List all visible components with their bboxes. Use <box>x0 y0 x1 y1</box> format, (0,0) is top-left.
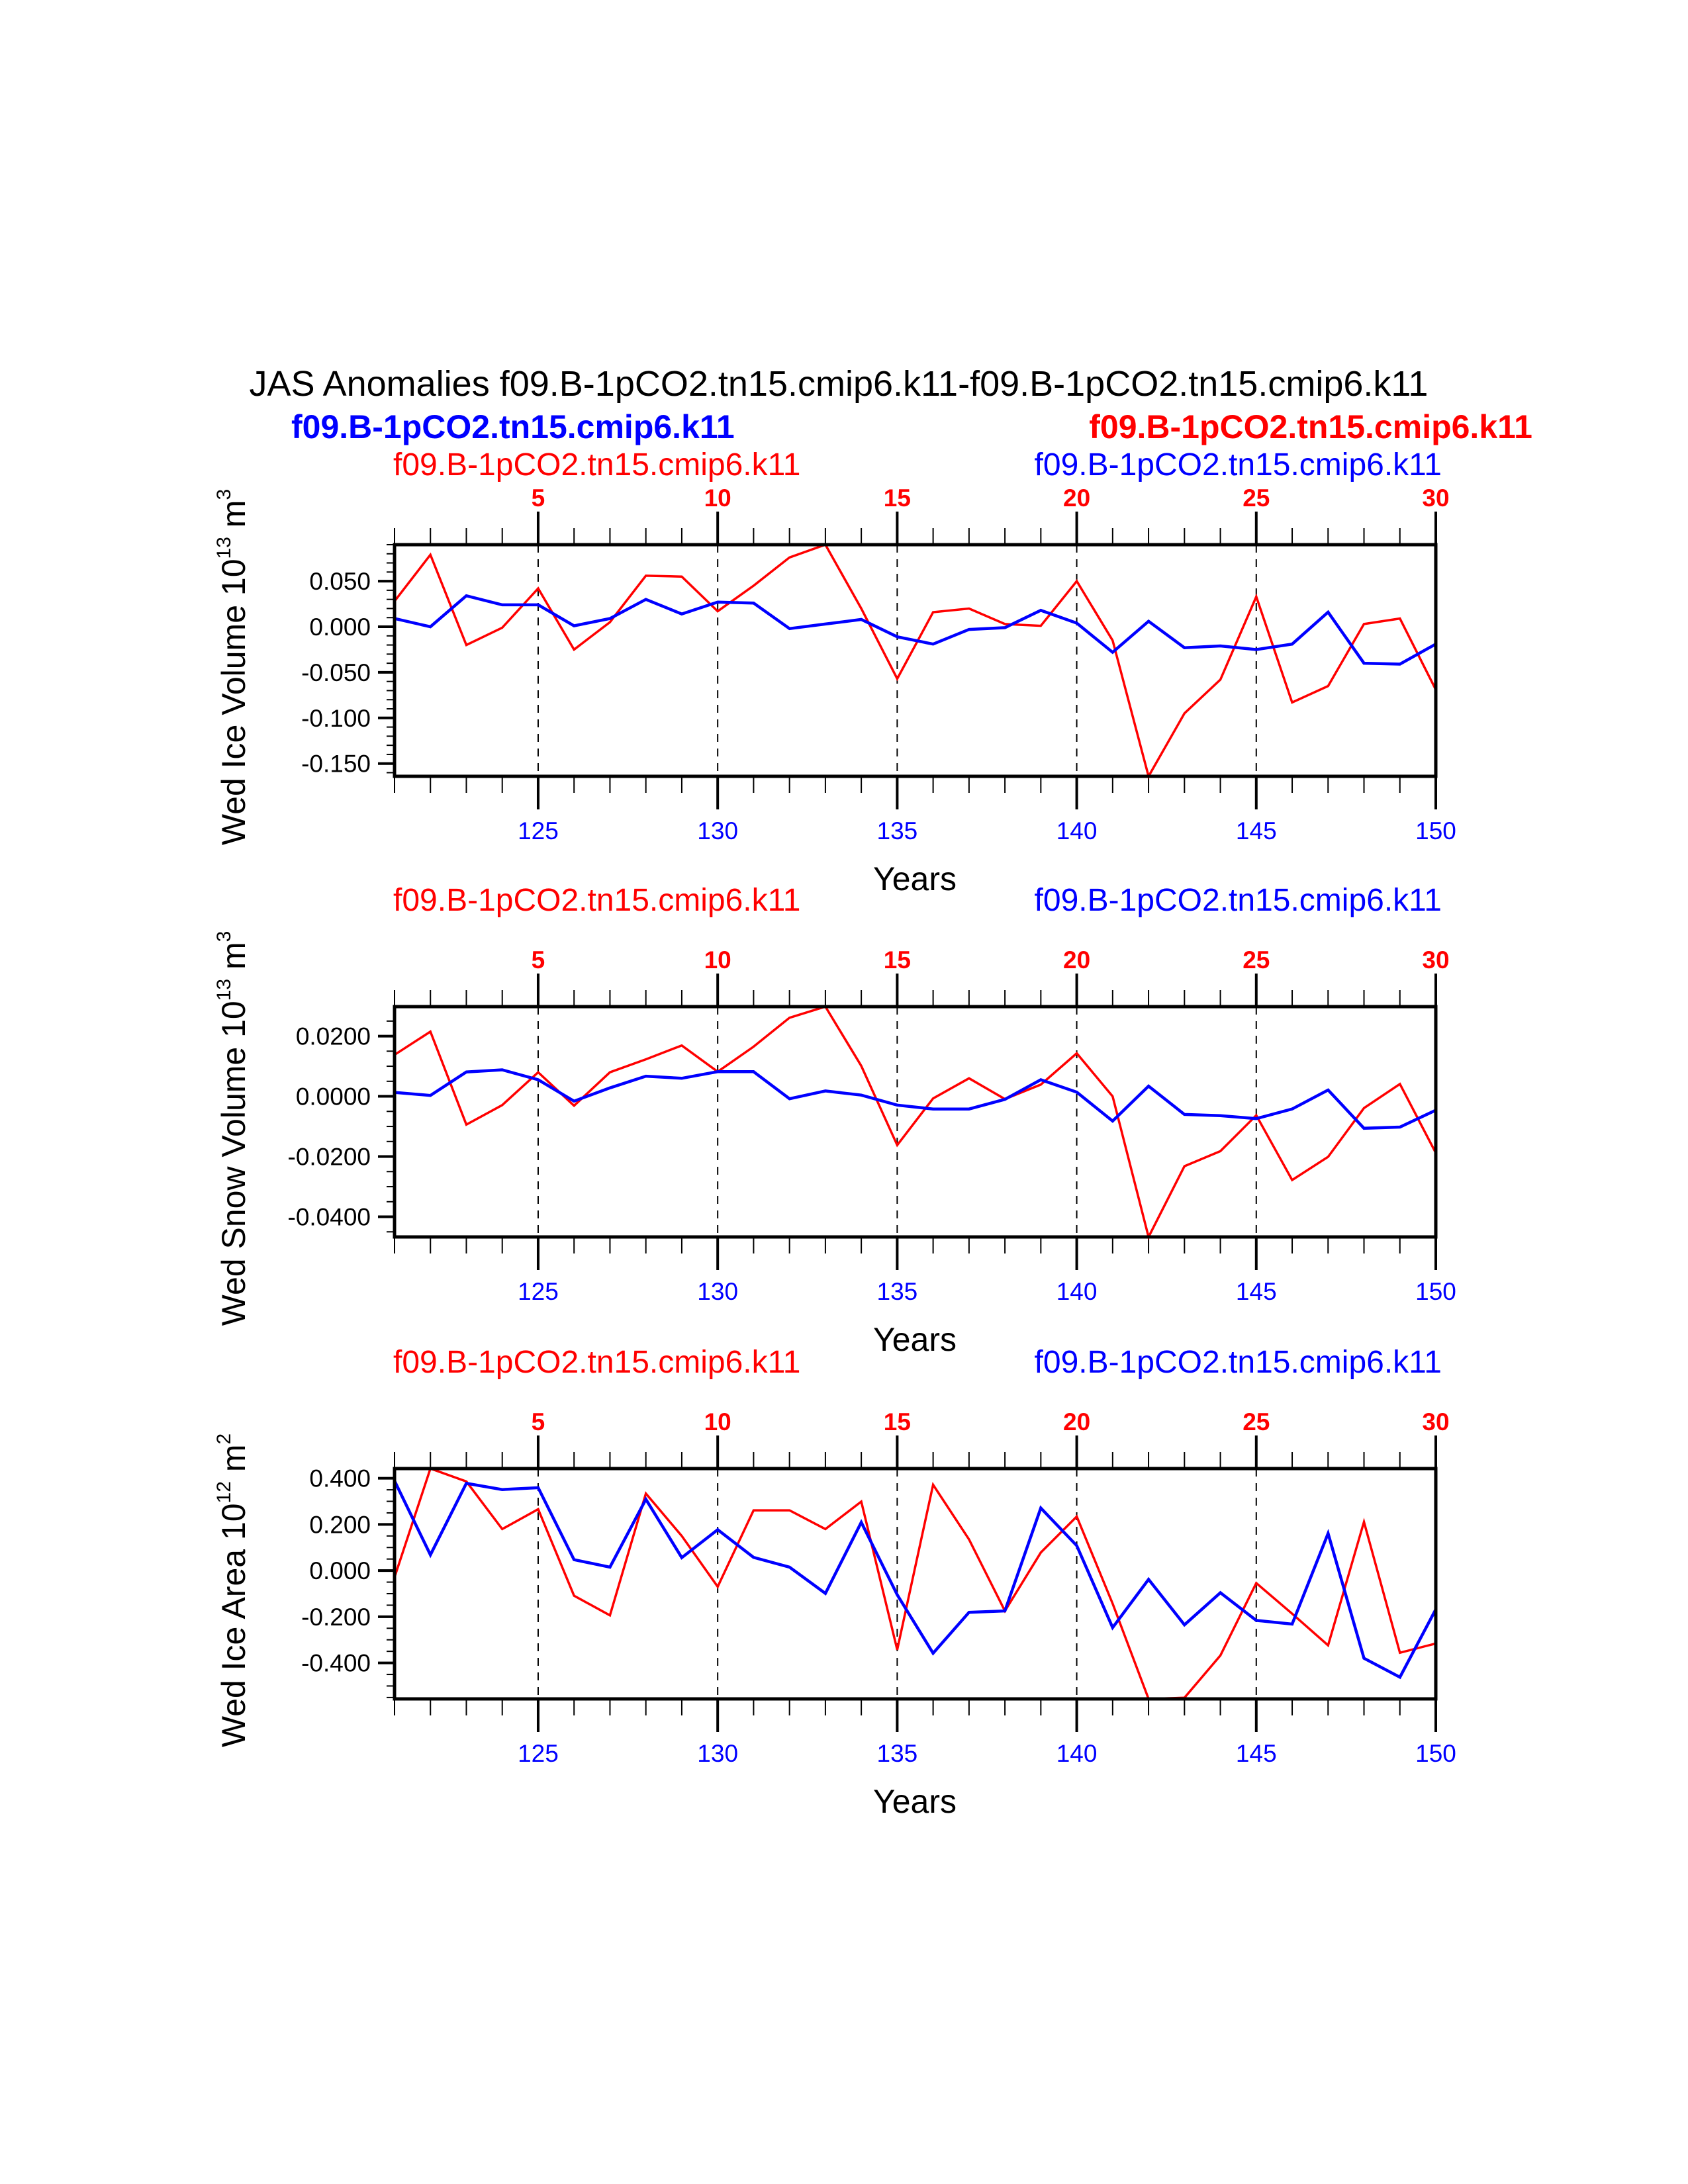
y-axis-title: Wed Ice Area 1012 m2 <box>213 1433 252 1747</box>
x-tick-label-bottom: 145 <box>1236 817 1277 844</box>
x-tick-label-top: 20 <box>1063 1408 1090 1435</box>
y-tick-label: 0.0200 <box>296 1023 371 1050</box>
x-tick-label-top: 10 <box>704 946 731 974</box>
blue-series-line <box>393 1480 1437 1680</box>
y-tick-label: -0.100 <box>301 705 371 732</box>
x-tick-label-top: 30 <box>1422 946 1449 974</box>
y-axis-title-exponent: 13 <box>213 537 235 559</box>
x-tick-label-bottom: 150 <box>1415 1740 1456 1767</box>
y-tick-label: 0.000 <box>309 614 371 641</box>
x-tick-label-top: 15 <box>884 946 911 974</box>
red-series-line <box>394 1005 1437 1240</box>
x-tick-label-bottom: 125 <box>518 817 559 844</box>
y-axis-title-exponent: 3 <box>213 489 235 500</box>
y-axis-title-exponent: 2 <box>213 1433 235 1445</box>
blue-series-line <box>394 1068 1436 1130</box>
x-tick-label-top: 30 <box>1422 1408 1449 1435</box>
left-case-string: f09.B-1pCO2.tn15.cmip6.k11 <box>393 447 800 482</box>
x-tick-label-top: 25 <box>1243 484 1270 512</box>
red-series-line <box>393 543 1437 780</box>
left-case-string: f09.B-1pCO2.tn15.cmip6.k11 <box>393 1345 800 1380</box>
y-tick-label: 0.0000 <box>296 1083 371 1111</box>
x-tick-label-top: 20 <box>1063 946 1090 974</box>
red-series-line <box>393 1467 1436 1700</box>
x-tick-label-top: 15 <box>884 484 911 512</box>
y-axis-title-text: Wed Ice Volume 10 <box>215 559 252 845</box>
y-tick-label: -0.400 <box>301 1650 371 1677</box>
y-tick-label: 0.000 <box>309 1557 371 1584</box>
x-tick-label-bottom: 130 <box>697 817 738 844</box>
x-tick-label-top: 25 <box>1243 1408 1270 1435</box>
x-tick-label-bottom: 135 <box>877 1740 918 1767</box>
x-tick-label-top: 5 <box>532 1408 545 1435</box>
x-tick-label-bottom: 145 <box>1236 1278 1277 1305</box>
right-case-string: f09.B-1pCO2.tn15.cmip6.k11 <box>1035 1345 1442 1380</box>
y-axis-title-exponent: 12 <box>213 1481 235 1503</box>
y-axis-title-text: Wed Ice Area 10 <box>215 1503 252 1747</box>
x-tick-label-top: 5 <box>532 484 545 512</box>
figure-title: JAS Anomalies f09.B-1pCO2.tn15.cmip6.k11… <box>250 364 1429 404</box>
x-tick-label-bottom: 150 <box>1415 817 1456 844</box>
y-tick-label: 0.050 <box>309 568 371 595</box>
x-tick-label-top: 10 <box>704 484 731 512</box>
x-tick-label-bottom: 135 <box>877 817 918 844</box>
x-tick-label-bottom: 150 <box>1415 1278 1456 1305</box>
right-case-string: f09.B-1pCO2.tn15.cmip6.k11 <box>1035 447 1442 482</box>
y-tick-label: -0.050 <box>301 659 371 686</box>
y-tick-label: 0.400 <box>309 1465 371 1492</box>
y-tick-label: -0.150 <box>301 751 371 778</box>
x-tick-label-top: 10 <box>704 1408 731 1435</box>
x-axis-title: Years <box>873 1321 957 1358</box>
y-tick-label: 0.200 <box>309 1511 371 1538</box>
x-axis-title: Years <box>873 860 957 897</box>
right-bold-case-string: f09.B-1pCO2.tn15.cmip6.k11 <box>1089 408 1532 445</box>
x-tick-label-top: 5 <box>532 946 545 974</box>
left-case-string: f09.B-1pCO2.tn15.cmip6.k11 <box>393 883 800 918</box>
y-axis-title: Wed Ice Volume 1013 m3 <box>213 489 252 845</box>
x-tick-label-bottom: 125 <box>518 1740 559 1767</box>
y-axis-title-exponent: 3 <box>213 931 235 942</box>
y-axis-title: Wed Snow Volume 1013 m3 <box>213 931 252 1326</box>
y-tick-label: -0.200 <box>301 1604 371 1631</box>
x-tick-label-bottom: 130 <box>697 1278 738 1305</box>
y-tick-label: -0.0200 <box>288 1144 371 1171</box>
plot-frame <box>393 1467 1438 1701</box>
right-case-string: f09.B-1pCO2.tn15.cmip6.k11 <box>1035 883 1442 918</box>
x-tick-label-bottom: 140 <box>1056 817 1098 844</box>
y-tick-label: -0.0400 <box>288 1204 371 1231</box>
y-axis-title-text: Wed Snow Volume 10 <box>215 1001 252 1326</box>
x-tick-label-bottom: 145 <box>1236 1740 1277 1767</box>
x-tick-label-bottom: 125 <box>518 1278 559 1305</box>
x-tick-label-bottom: 135 <box>877 1278 918 1305</box>
x-tick-label-bottom: 140 <box>1056 1740 1098 1767</box>
plot-frame <box>393 543 1438 778</box>
x-tick-label-top: 25 <box>1243 946 1270 974</box>
blue-series-line <box>394 594 1437 666</box>
plot-frame <box>393 1005 1438 1239</box>
x-tick-label-top: 30 <box>1422 484 1449 512</box>
x-tick-label-bottom: 130 <box>697 1740 738 1767</box>
y-axis-title-unit: m <box>215 1445 252 1482</box>
y-axis-title-exponent: 13 <box>213 979 235 1001</box>
y-axis-title-unit: m <box>215 500 252 537</box>
y-axis-title-unit: m <box>215 942 252 979</box>
x-tick-label-bottom: 140 <box>1056 1278 1098 1305</box>
x-axis-title: Years <box>873 1783 957 1820</box>
x-tick-label-top: 15 <box>884 1408 911 1435</box>
left-bold-case-string: f09.B-1pCO2.tn15.cmip6.k11 <box>291 408 735 445</box>
x-tick-label-top: 20 <box>1063 484 1090 512</box>
